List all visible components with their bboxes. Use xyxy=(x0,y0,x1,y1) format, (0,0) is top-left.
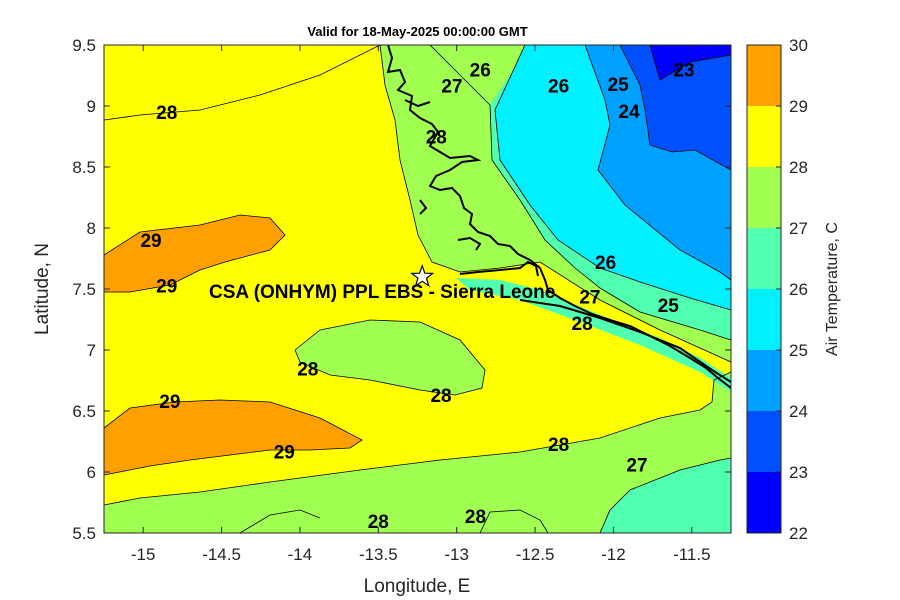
contour-label: 28 xyxy=(430,386,451,407)
x-tick-label: -12.5 xyxy=(516,545,555,564)
colorbar-tick-label: 23 xyxy=(789,463,808,482)
y-tick-label: 6 xyxy=(87,463,96,482)
contour-line-28-bottom xyxy=(239,509,549,533)
band-22-23 xyxy=(650,45,731,80)
contour-line-23 xyxy=(619,45,731,171)
colorbar-band xyxy=(747,45,781,106)
contour-label: 28 xyxy=(426,128,447,149)
colorbar-tick-label: 29 xyxy=(789,97,808,116)
band-23-24 xyxy=(620,45,731,170)
y-axis-label: Latitude, N xyxy=(32,243,53,335)
y-tick-label: 7 xyxy=(87,341,96,360)
coastline xyxy=(386,45,731,389)
contour-label: 29 xyxy=(156,276,177,297)
colorbar-tick-label: 22 xyxy=(789,524,808,543)
colorbar-band xyxy=(747,411,781,472)
contour-label: 27 xyxy=(441,76,462,97)
contour-line-26 xyxy=(429,45,731,341)
contour-label: 29 xyxy=(140,231,161,252)
y-tick-label: 8 xyxy=(87,219,96,238)
colorbar-tick-label: 28 xyxy=(789,158,808,177)
contour-label: 28 xyxy=(156,103,177,124)
contour-line-28-north xyxy=(104,45,381,121)
contour-label: 28 xyxy=(548,435,569,456)
contour-line-29-southwest xyxy=(104,399,363,476)
site-annotation: CSA (ONHYM) PPL EBS - Sierra Leone xyxy=(209,282,555,303)
x-tick-label: -12 xyxy=(601,545,626,564)
contour-label: 25 xyxy=(608,75,630,96)
contour-label: 26 xyxy=(548,76,569,97)
y-axis-ticks: 9.5 9 8.5 8 7.5 7 6.5 6 5.5 xyxy=(72,36,731,543)
contour-line-24 xyxy=(584,45,731,281)
contour-line-28-south xyxy=(104,371,731,506)
contour-label: 27 xyxy=(579,287,600,308)
colorbar xyxy=(747,45,781,533)
x-axis-label: Longitude, E xyxy=(364,576,471,597)
contour-line-27 xyxy=(379,45,731,363)
contour-label: 28 xyxy=(465,507,486,528)
colorbar-band xyxy=(747,106,781,167)
contour-label: 28 xyxy=(368,512,389,533)
contour-label: 29 xyxy=(159,392,180,413)
coastline-sherbro xyxy=(519,299,731,383)
y-tick-label: 9.5 xyxy=(72,36,96,55)
band-27-28-south xyxy=(104,372,731,533)
coastline-guinea xyxy=(386,45,731,389)
contour-lines xyxy=(104,45,731,533)
contour-line-27-south xyxy=(599,457,731,533)
colorbar-label: Air Temperature, C xyxy=(824,222,841,356)
contour-label: 23 xyxy=(673,60,694,81)
colorbar-band xyxy=(747,228,781,289)
y-tick-label: 6.5 xyxy=(72,402,96,421)
band-29-30-west xyxy=(104,215,285,292)
coastal-land-strip xyxy=(456,278,731,392)
colorbar-ticks: 30 29 28 27 26 25 24 23 22 xyxy=(776,36,808,543)
contour-label: 29 xyxy=(274,442,295,463)
x-tick-label: -11.5 xyxy=(673,545,711,564)
contour-label: 26 xyxy=(595,253,616,274)
contour-line-28-island xyxy=(294,319,486,396)
contour-label: 28 xyxy=(572,314,593,335)
contour-line-25 xyxy=(494,45,731,311)
contour-label: 24 xyxy=(619,102,641,123)
contour-label: 28 xyxy=(297,359,318,380)
x-axis-ticks: -15 -14.5 -14 -13.5 -13 -12.5 -12 -11.5 xyxy=(131,45,711,564)
colorbar-tick-label: 30 xyxy=(789,36,808,55)
coastline-sierraleone xyxy=(404,99,539,277)
x-tick-label: -13 xyxy=(444,545,469,564)
y-tick-label: 8.5 xyxy=(72,158,96,177)
colorbar-band xyxy=(747,472,781,533)
x-tick-label: -14 xyxy=(288,545,313,564)
colorbar-tick-label: 24 xyxy=(789,402,808,421)
contour-label: 25 xyxy=(658,296,680,317)
contour-line-22 xyxy=(649,45,731,81)
star-icon xyxy=(410,263,435,288)
contour-label: 26 xyxy=(470,60,491,81)
colorbar-band xyxy=(747,350,781,411)
colorbar-band xyxy=(747,167,781,228)
y-tick-label: 9 xyxy=(87,97,96,116)
band-26-27-south xyxy=(600,458,731,533)
x-tick-label: -14.5 xyxy=(202,545,241,564)
contour-line-29-west xyxy=(104,214,286,293)
y-tick-label: 7.5 xyxy=(72,280,96,299)
band-29-30-southwest xyxy=(104,400,362,475)
x-tick-label: -13.5 xyxy=(359,545,398,564)
x-tick-label: -15 xyxy=(131,545,156,564)
colorbar-tick-label: 25 xyxy=(789,341,808,360)
y-tick-label: 5.5 xyxy=(72,524,96,543)
contour-label: 27 xyxy=(626,456,647,477)
colorbar-tick-label: 26 xyxy=(789,280,808,299)
colorbar-tick-label: 27 xyxy=(789,219,808,238)
map-title: Valid for 18-May-2025 00:00:00 GMT xyxy=(307,24,528,39)
colorbar-band xyxy=(747,289,781,350)
temperature-bands xyxy=(104,45,731,533)
contour-labels: 26 27 28 26 25 23 28 24 29 29 26 25 27 28 28 28 29 29 28 27… xyxy=(140,60,694,532)
